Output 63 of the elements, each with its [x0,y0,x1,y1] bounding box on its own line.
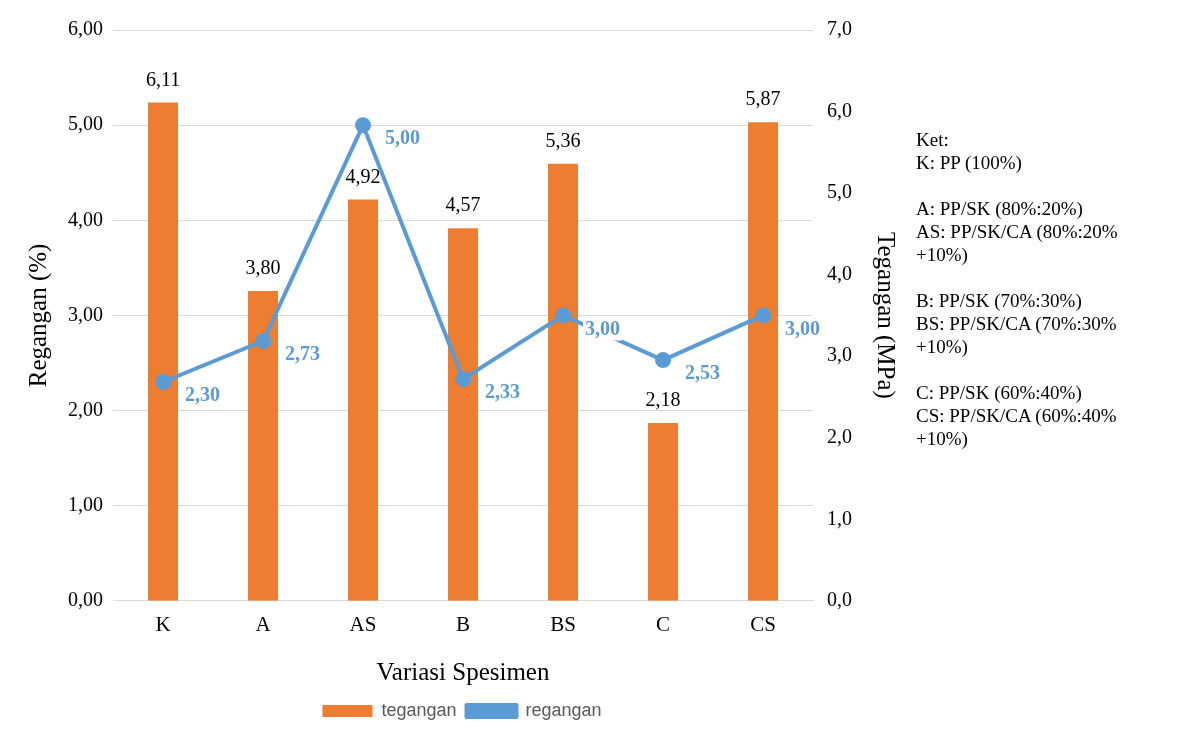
data-label: 3,00 [585,316,620,339]
data-label: 2,33 [485,380,520,403]
y2-tick-label: 4,0 [827,261,852,284]
bar [148,102,178,601]
x-tick-label: A [255,611,272,636]
data-label: 4,57 [445,193,481,216]
text: A: PP/SK (80%:20%) [916,197,1084,220]
y2-tick-label: 5,0 [827,180,852,203]
bar [348,199,378,601]
data-label: 5,87 [745,87,781,110]
text: Ket: [916,128,950,151]
x-tick-label: AS [349,611,377,636]
data-label: 2,30 [185,383,220,406]
y-tick-label: 1,00 [68,492,103,515]
text: K: PP (100%) [916,151,1023,174]
x-tick-label: K [155,611,171,636]
data-label: 2,18 [645,388,681,411]
x-tick-label: CS [750,611,776,636]
text: CS: PP/SK/CA (60%:40% +10%) [916,404,1118,450]
y2-tick-label: 6,0 [827,98,852,121]
data-label: 6,11 [145,67,181,90]
bar [448,228,478,601]
bar [248,290,278,601]
text: BS: PP/SK/CA (70%:30% +10%) [916,312,1118,358]
x-tick-label: BS [550,611,576,636]
x-tick-label: B [455,611,471,636]
y-tick-label: 3,00 [68,302,103,325]
y-tick-label: 6,00 [68,17,103,40]
y-axis-title: Regangan (%) [23,243,52,388]
point [255,333,271,350]
x-tick-label: C [655,611,671,636]
y-tick-label: 5,00 [68,112,103,135]
bar [648,423,678,601]
point [455,371,471,388]
point [755,307,771,324]
data-label: 4,92 [345,164,381,187]
y2-tick-label: 2,0 [827,424,852,447]
y-tick-label: 0,00 [68,588,103,611]
data-label: 2,53 [685,361,720,384]
data-label: 5,36 [545,128,581,151]
x-axis-title: Variasi Spesimen [376,657,550,685]
text: AS: PP/SK/CA (80%:20% +10%) [916,220,1119,266]
y2-tick-label: 3,0 [827,343,852,366]
bar [548,163,578,601]
data-label: 3,80 [245,256,281,279]
legend-label: regangan [525,699,602,720]
text: C: PP/SK (60%:40%) [916,381,1083,404]
point [155,373,171,390]
bar [748,122,778,601]
legend-label: tegangan [381,699,457,720]
y-tick-label: 4,00 [68,207,103,230]
text: B: PP/SK (70%:30%) [916,289,1083,312]
y-tick-label: 2,00 [68,397,103,420]
data-label: 5,00 [385,126,420,149]
y2-tick-label: 1,0 [827,506,852,529]
data-label: 3,00 [785,316,820,339]
point [555,307,571,324]
y2-axis-title: Tegangan (MPa) [872,231,901,399]
point [655,352,671,369]
point [355,117,371,134]
y2-tick-label: 0,0 [827,588,852,611]
y2-tick-label: 7,0 [827,17,852,40]
data-label: 2,73 [285,342,320,365]
